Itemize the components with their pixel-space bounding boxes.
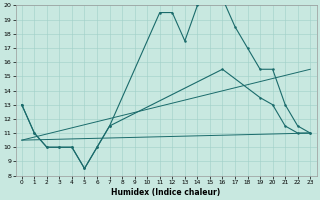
X-axis label: Humidex (Indice chaleur): Humidex (Indice chaleur) bbox=[111, 188, 221, 197]
